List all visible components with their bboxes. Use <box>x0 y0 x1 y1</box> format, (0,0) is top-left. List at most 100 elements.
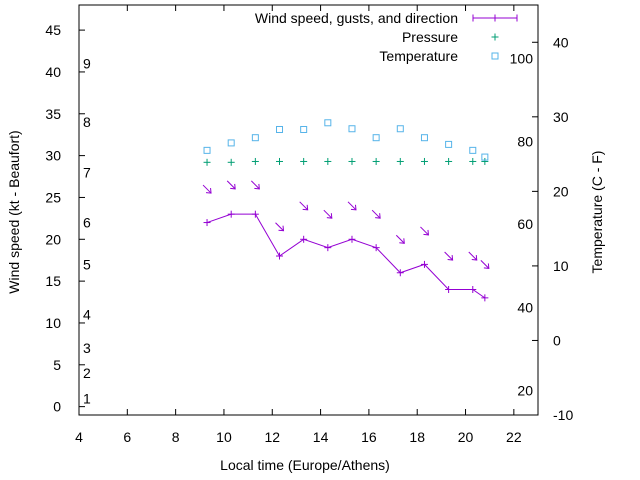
wind-point <box>445 285 453 293</box>
y-tick-label: 35 <box>45 106 61 122</box>
temperature-point <box>300 125 308 133</box>
x-tick-label: 4 <box>75 429 83 445</box>
wind-direction-arrow <box>420 226 430 236</box>
x-tick-label: 14 <box>313 429 329 445</box>
arrow-shaft <box>275 222 284 232</box>
series-1 <box>203 157 489 166</box>
wind-point <box>348 235 356 243</box>
temperature-point <box>481 153 489 161</box>
plot-frame <box>78 4 539 416</box>
beaufort-tick-label: 7 <box>83 164 91 180</box>
arrow-head <box>230 183 236 190</box>
wind-direction-arrow <box>395 234 405 244</box>
beaufort-tick-label: 1 <box>83 390 91 406</box>
arrow-head <box>350 204 357 211</box>
arrow-head <box>375 213 381 219</box>
wind-direction-arrow <box>202 184 212 194</box>
x-tick-label: 22 <box>506 429 522 445</box>
wind-direction-arrow <box>371 209 381 219</box>
temperature-point <box>420 134 428 142</box>
arrow-shaft <box>226 180 236 190</box>
pressure-point <box>227 158 235 166</box>
wind-point <box>227 210 235 218</box>
pressure-point <box>276 157 284 165</box>
beaufort-tick-label: 4 <box>83 307 91 323</box>
x-tick-label: 18 <box>409 429 425 445</box>
y2-tick-label: 10 <box>553 258 569 274</box>
arrow-shaft <box>371 209 381 219</box>
fahrenheit-tick-label: 100 <box>510 51 534 67</box>
y2-tick-label: 20 <box>553 183 569 199</box>
arrow-head <box>326 213 333 219</box>
legend-marker <box>491 52 499 60</box>
wind-point <box>300 235 308 243</box>
wind-speed-line <box>206 213 486 299</box>
x-tick-label: 20 <box>458 429 474 445</box>
arrow-head <box>278 225 285 232</box>
temperature-point <box>227 139 235 147</box>
fahrenheit-tick-label: 20 <box>517 382 533 398</box>
temperature-point <box>203 146 211 154</box>
beaufort-tick-label: 5 <box>83 256 91 272</box>
pressure-point <box>420 157 428 165</box>
wind-direction-arrow <box>468 251 478 261</box>
arrow-shaft <box>468 251 478 261</box>
arrow-shaft <box>395 234 405 244</box>
fahrenheit-tick-label: 60 <box>517 216 533 232</box>
fahrenheit-tick-label: 80 <box>517 133 533 149</box>
temperature-point <box>445 140 453 148</box>
temperature-point <box>396 125 404 133</box>
temperature-point <box>348 125 356 133</box>
arrow-head <box>483 263 490 269</box>
axis-ticks <box>78 5 538 416</box>
x-tick-label: 16 <box>361 429 377 445</box>
y-tick-label: 45 <box>45 22 61 38</box>
wind-point <box>420 260 428 268</box>
legend-marker <box>491 14 499 22</box>
wind-direction-arrow <box>299 201 309 211</box>
beaufort-tick-label: 9 <box>83 56 91 72</box>
arrow-shaft <box>202 184 212 194</box>
y2-tick-label: 40 <box>553 34 569 50</box>
wind-point <box>469 285 477 293</box>
temperature-point <box>251 134 259 142</box>
x-tick-label: 6 <box>123 429 131 445</box>
pressure-point <box>300 157 308 165</box>
x-tick-label: 12 <box>264 429 280 445</box>
x-axis-label: Local time (Europe/Athens) <box>220 457 390 473</box>
beaufort-tick-label: 6 <box>83 215 91 231</box>
wind-direction-arrow <box>347 201 357 211</box>
y2-axis-label: Temperature (C - F) <box>589 151 605 274</box>
pressure-point <box>324 157 332 165</box>
pressure-point <box>203 158 211 166</box>
fahrenheit-tick-label: 40 <box>517 300 533 316</box>
pressure-point <box>396 157 404 165</box>
y-tick-label: 15 <box>45 273 61 289</box>
legend: Wind speed, gusts, and direction Pressure… <box>255 10 518 64</box>
series-2 <box>203 119 489 161</box>
arrow-shaft <box>444 251 453 261</box>
temperature-point <box>276 125 284 133</box>
wind-point <box>251 210 259 218</box>
arrow-head <box>205 188 212 194</box>
arrow-shaft <box>480 260 490 269</box>
arrow-shaft <box>323 209 333 219</box>
wind-point <box>481 294 489 302</box>
wind-direction-arrow <box>250 180 260 190</box>
wind-direction-arrow <box>444 251 454 261</box>
y-tick-label: 40 <box>45 64 61 80</box>
y-tick-label: 20 <box>45 231 61 247</box>
arrow-head <box>254 183 260 190</box>
y2-tick-label: 30 <box>553 109 569 125</box>
beaufort-tick-label: 2 <box>83 365 91 381</box>
y-tick-label: 10 <box>45 315 61 331</box>
y-tick-label: 5 <box>53 357 61 373</box>
arrow-head <box>302 204 309 211</box>
arrow-shaft <box>299 201 309 211</box>
wind-point <box>203 219 211 227</box>
y2-tick-label: 0 <box>553 332 561 348</box>
arrow-shaft <box>420 226 429 236</box>
wind-direction-arrow <box>226 180 236 190</box>
legend-marker <box>491 33 499 41</box>
